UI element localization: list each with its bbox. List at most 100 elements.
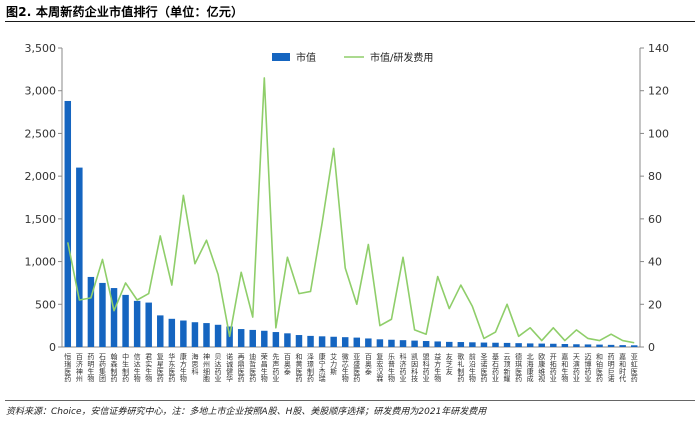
- bar: [261, 330, 268, 347]
- bar: [434, 341, 441, 347]
- x-tick-label: 益方生物: [434, 352, 441, 383]
- x-tick-label: 开拓药业: [550, 353, 557, 383]
- bar: [99, 282, 106, 347]
- bar: [550, 343, 557, 347]
- bar: [133, 300, 141, 347]
- bar: [110, 288, 118, 347]
- x-tick-label: 贝达药业: [215, 353, 222, 383]
- legend-line-label: 市值/研发费用: [370, 51, 433, 64]
- x-tick-label: 天演药业: [573, 353, 580, 383]
- bar: [365, 338, 372, 347]
- x-tick-label: 中生制药: [122, 352, 129, 383]
- x-tick-label: 康方生物: [180, 352, 187, 383]
- series-line: [66, 77, 635, 344]
- bar: [596, 344, 603, 347]
- y-right-tick-label: 120: [648, 85, 669, 98]
- y-left-tick-label: 3,500: [25, 42, 57, 55]
- x-tick-label: 海思科: [191, 352, 198, 376]
- x-tick-label: 基石药业: [492, 352, 499, 383]
- x-tick-label: 康宁杰瑞: [319, 352, 326, 383]
- bar: [411, 340, 418, 347]
- x-tick-label: 翰森制药: [111, 352, 118, 383]
- x-tick-label: 药明生物: [87, 352, 94, 383]
- bar: [630, 345, 638, 347]
- x-tick-label: 先声药业: [272, 352, 279, 383]
- bar: [191, 322, 199, 347]
- bar: [584, 344, 592, 347]
- bar: [249, 329, 256, 347]
- bar: [561, 344, 569, 347]
- bar: [76, 167, 83, 347]
- x-tick-label: 诺诚健华: [226, 352, 233, 383]
- x-tick-label: 迪哲医药: [249, 352, 256, 383]
- y-right-tick-label: 40: [648, 256, 662, 269]
- x-tick-label: 前沿生物: [469, 352, 476, 383]
- bar: [503, 342, 511, 347]
- bar: [353, 337, 361, 347]
- bar: [492, 342, 499, 347]
- bar: [145, 302, 152, 347]
- bar: [295, 335, 303, 347]
- bar: [168, 318, 176, 347]
- bar: [469, 342, 476, 347]
- y-left-tick-label: 1,500: [25, 213, 57, 226]
- x-tick-label: 迈博药业: [584, 353, 591, 383]
- x-tick-label: 德琪医药: [515, 352, 522, 383]
- x-tick-label: 云顶新耀: [504, 353, 511, 383]
- bar: [272, 332, 280, 347]
- bar: [446, 341, 453, 347]
- bar: [64, 100, 72, 347]
- bar: [180, 320, 187, 347]
- source-note: 资料来源：Choice，安信证券研究中心，注：多地上市企业按照A股、H股、美股顺…: [6, 407, 487, 417]
- legend-bar-swatch: [272, 53, 290, 61]
- x-tick-label: 和黄医药: [295, 352, 302, 383]
- x-tick-label: 北海康成: [527, 353, 534, 383]
- y-right-tick-label: 140: [648, 42, 669, 55]
- chart-area: 0 500 1,000 1,500 2,000 2,500 3,000 3,500 0 20 40 6…: [25, 42, 670, 383]
- x-tick-label: 亚盛医药: [353, 353, 360, 383]
- bar: [330, 336, 337, 347]
- bar: [619, 345, 626, 347]
- bar: [284, 333, 291, 347]
- bar: [573, 344, 580, 347]
- x-tick-label: 君实生物: [145, 353, 152, 383]
- x-tick-label: 嘉和时代: [619, 352, 626, 383]
- x-tick-label: 盟科药业: [423, 353, 430, 383]
- x-tick-label: 圣诺医药: [480, 353, 487, 383]
- x-tick-label: 复宏汉霖: [376, 352, 383, 383]
- bar: [214, 324, 222, 347]
- bar: [341, 337, 349, 347]
- x-tick-label: 欧康维视: [538, 352, 545, 383]
- y-left-tick-label: 2,000: [25, 170, 57, 183]
- x-tick-label: 嘉和生物: [561, 352, 568, 383]
- bar: [203, 323, 210, 347]
- x-tick-label: 泽璟制药: [307, 353, 314, 383]
- x-tick-label: 复星医药: [157, 352, 164, 383]
- bar: [515, 343, 522, 347]
- x-tick-label: 微芯生物: [342, 352, 349, 383]
- x-tick-label: 亚虹医药: [631, 353, 638, 383]
- legend-bar-label: 市值: [296, 51, 316, 64]
- x-tick-label: 再鼎医药: [238, 353, 245, 383]
- x-tick-label: 歌礼制药: [457, 352, 464, 383]
- bar: [307, 335, 314, 347]
- x-tick-label: 荣昌生物: [261, 352, 268, 383]
- y-left-tick-label: 500: [35, 298, 56, 311]
- x-tick-label: 华东医药: [168, 352, 175, 383]
- figure-title: 图2. 本周新药企业市值排行（单位：亿元）: [6, 5, 244, 19]
- bar: [538, 343, 545, 347]
- x-tick-label: 乐普生物: [388, 352, 395, 383]
- y-right-tick-label: 0: [648, 341, 655, 354]
- x-tick-label: 友芝友: [446, 352, 453, 376]
- bar: [607, 344, 615, 347]
- bar: [318, 336, 326, 347]
- y-right-tick-label: 60: [648, 213, 662, 226]
- x-tick-label: 和铂医药: [596, 352, 603, 383]
- title-divider: [5, 21, 695, 22]
- x-tick-label: 凯因科技: [411, 352, 418, 383]
- x-tick-label: 艾力斯: [330, 353, 337, 376]
- bar: [157, 315, 164, 347]
- y-right-tick-label: 100: [648, 127, 669, 140]
- source-divider: [5, 400, 695, 401]
- x-tick-label: 神州细胞: [203, 352, 210, 383]
